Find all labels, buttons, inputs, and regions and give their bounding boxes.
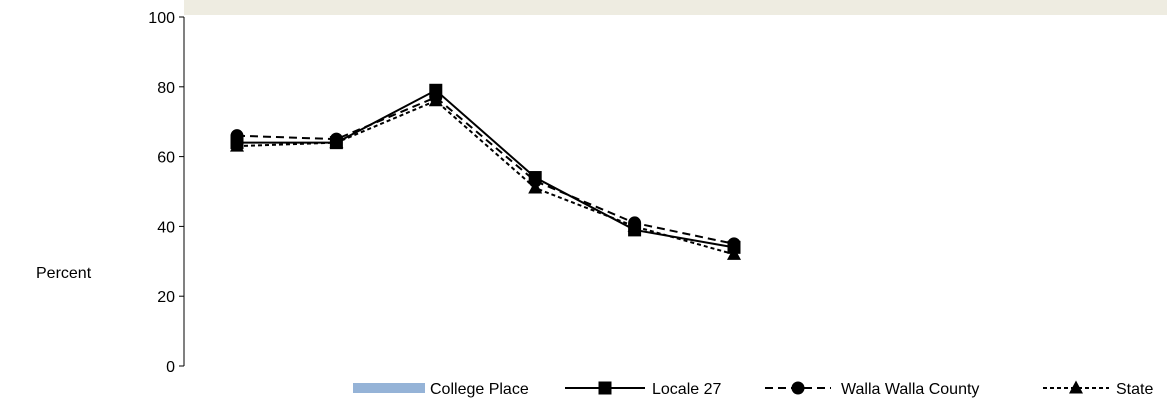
legend-item-state: State: [1043, 380, 1153, 398]
y-tick-label: 40: [157, 219, 175, 236]
y-axis-label: Percent: [36, 265, 92, 282]
legend-item-walla-walla-county: Walla Walla County: [765, 381, 979, 398]
data-point-locale-27: [727, 240, 741, 254]
y-tick-label: 20: [157, 289, 175, 306]
legend-label: Locale 27: [652, 381, 721, 398]
data-point-locale-27: [329, 136, 343, 150]
data-point-state: [528, 180, 543, 194]
y-tick-label: 60: [157, 150, 175, 167]
data-point-locale-27: [429, 83, 443, 97]
legend-marker: [791, 381, 805, 395]
legend-item-locale-27: Locale 27: [565, 381, 721, 398]
legend-swatch: [353, 383, 425, 393]
series-walla-walla-county: [230, 90, 741, 251]
y-tick-label: 0: [166, 359, 175, 376]
series-locale-27: [230, 83, 741, 254]
data-point-locale-27: [528, 171, 542, 185]
series-line-locale-27: [237, 89, 735, 249]
series-line-state: [236, 99, 735, 256]
y-axis: 0 20 40 60 80 100: [148, 10, 185, 376]
data-point-state: [428, 93, 443, 107]
legend-marker: [1069, 380, 1083, 394]
legend: College Place Locale 27 Walla Walla County…: [353, 380, 1153, 398]
y-tick-label: 100: [148, 10, 175, 27]
legend-marker: [598, 381, 612, 395]
data-point-locale-27: [628, 223, 642, 237]
chart-header-band: [184, 0, 1167, 15]
legend-label: College Place: [430, 381, 529, 398]
series-line-walla-walla-county: [236, 96, 735, 245]
legend-label: Walla Walla County: [841, 381, 979, 398]
legend-label: State: [1116, 381, 1153, 398]
legend-item-college-place: College Place: [353, 381, 529, 398]
data-point-locale-27: [230, 136, 244, 150]
y-tick-label: 80: [157, 80, 175, 97]
plot-area: [230, 83, 741, 260]
